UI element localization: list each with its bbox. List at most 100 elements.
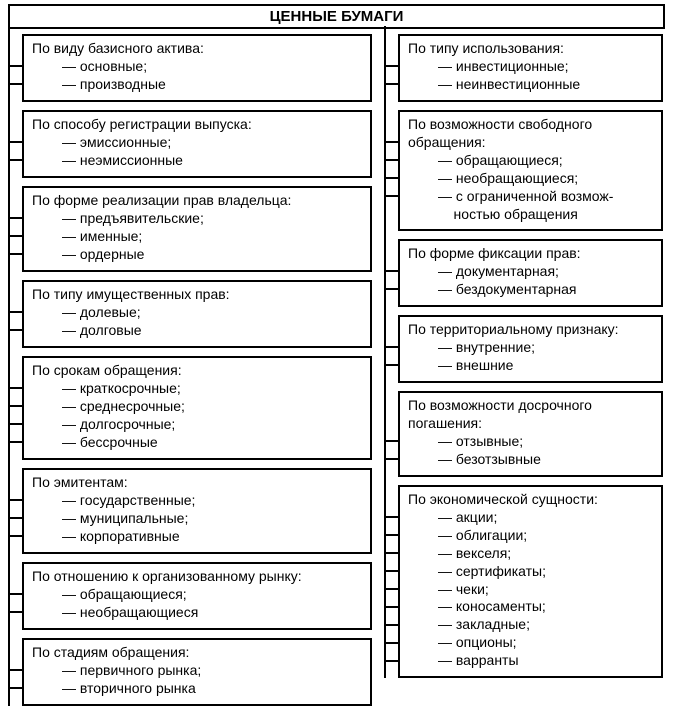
- right-block-1-item-2: — с ограниченной возмож-: [408, 188, 653, 206]
- right-block-0-header: По типу использования:: [408, 40, 653, 58]
- right-block-2-item-1: — бездокументарная: [408, 281, 653, 299]
- left-conn-2-0: [8, 217, 22, 219]
- left-block-4: По срокам обращения:— краткосрочные;— ср…: [22, 356, 372, 460]
- right-block-5-item-3: — сертификаты;: [408, 563, 653, 581]
- right-conn-5-2: [384, 552, 398, 554]
- right-conn-5-1: [384, 534, 398, 536]
- right-block-1: По возможности свободного обращения:— об…: [398, 110, 663, 231]
- right-block-2: По форме фиксации прав:— документарная;—…: [398, 239, 663, 307]
- right-block-3-header: По территориальному признаку:: [408, 321, 653, 339]
- right-block-4: По возможности досрочного погашения:— от…: [398, 391, 663, 477]
- left-conn-7-0: [8, 669, 22, 671]
- right-block-4-item-1: — безотзывные: [408, 451, 653, 469]
- right-block-0-item-1: — неинвестиционные: [408, 76, 653, 94]
- right-conn-5-0: [384, 516, 398, 518]
- left-conn-5-0: [8, 499, 22, 501]
- left-conn-3-1: [8, 329, 22, 331]
- left-block-3-item-0: — долевые;: [32, 304, 362, 322]
- left-conn-6-1: [8, 611, 22, 613]
- left-conn-3-0: [8, 311, 22, 313]
- left-block-6-header: По отношению к организованному рынку:: [32, 568, 362, 586]
- left-block-0-header: По виду базисного актива:: [32, 40, 362, 58]
- left-block-2-item-2: — ордерные: [32, 246, 362, 264]
- left-conn-4-2: [8, 423, 22, 425]
- left-block-6: По отношению к организованному рынку:— о…: [22, 562, 372, 630]
- right-block-1-item-0: — обращающиеся;: [408, 152, 653, 170]
- right-conn-5-6: [384, 624, 398, 626]
- right-conn-3-1: [384, 364, 398, 366]
- left-conn-2-1: [8, 235, 22, 237]
- right-conn-1-1: [384, 159, 398, 161]
- left-conn-1-1: [8, 159, 22, 161]
- left-conn-4-3: [8, 441, 22, 443]
- right-conn-5-4: [384, 588, 398, 590]
- right-conn-1-2: [384, 177, 398, 179]
- left-block-3-header: По типу имущественных прав:: [32, 286, 362, 304]
- left-block-2-header: По форме реализации прав владельца:: [32, 192, 362, 210]
- left-block-0-item-0: — основные;: [32, 58, 362, 76]
- left-block-5-item-2: — корпоративные: [32, 528, 362, 546]
- left-block-7-header: По стадиям обращения:: [32, 644, 362, 662]
- left-block-3: По типу имущественных прав:— долевые;— д…: [22, 280, 372, 348]
- left-block-1: По способу регистрации выпуска:— эмиссио…: [22, 110, 372, 178]
- right-conn-2-0: [384, 270, 398, 272]
- spine-right: [384, 26, 386, 678]
- right-block-2-header: По форме фиксации прав:: [408, 245, 653, 263]
- right-conn-1-3: [384, 195, 398, 197]
- left-conn-4-0: [8, 387, 22, 389]
- left-block-7-item-1: — вторичного рынка: [32, 680, 362, 698]
- left-block-1-item-0: — эмиссионные;: [32, 134, 362, 152]
- right-conn-5-3: [384, 570, 398, 572]
- right-block-5: По экономической сущности:— акции;— обли…: [398, 485, 663, 678]
- left-block-0-item-1: — производные: [32, 76, 362, 94]
- left-block-4-item-3: — бессрочные: [32, 434, 362, 452]
- left-block-7-item-0: — первичного рынка;: [32, 662, 362, 680]
- right-conn-3-0: [384, 346, 398, 348]
- left-block-1-item-1: — неэмиссионные: [32, 152, 362, 170]
- left-block-4-header: По срокам обращения:: [32, 362, 362, 380]
- right-block-5-item-8: — варранты: [408, 652, 653, 670]
- left-conn-7-1: [8, 687, 22, 689]
- left-block-4-item-0: — краткосрочные;: [32, 380, 362, 398]
- left-block-0: По виду базисного актива:— основные;— пр…: [22, 34, 372, 102]
- right-block-2-item-0: — документарная;: [408, 263, 653, 281]
- right-block-5-item-1: — облигации;: [408, 527, 653, 545]
- left-conn-5-2: [8, 535, 22, 537]
- left-block-6-item-0: — обращающиеся;: [32, 586, 362, 604]
- right-block-3-item-0: — внутренние;: [408, 339, 653, 357]
- left-conn-2-2: [8, 253, 22, 255]
- left-block-1-header: По способу регистрации выпуска:: [32, 116, 362, 134]
- right-conn-5-8: [384, 660, 398, 662]
- right-conn-0-1: [384, 83, 398, 85]
- right-block-3-item-1: — внешние: [408, 357, 653, 375]
- right-conn-5-5: [384, 606, 398, 608]
- right-block-3: По территориальному признаку:— внутренни…: [398, 315, 663, 383]
- left-block-6-item-1: — необращающиеся: [32, 604, 362, 622]
- left-block-5-item-1: — муниципальные;: [32, 510, 362, 528]
- right-block-5-item-6: — закладные;: [408, 616, 653, 634]
- right-conn-5-7: [384, 642, 398, 644]
- right-block-0: По типу использования:— инвестиционные;—…: [398, 34, 663, 102]
- left-block-4-item-2: — долгосрочные;: [32, 416, 362, 434]
- right-block-5-item-4: — чеки;: [408, 581, 653, 599]
- right-block-5-item-0: — акции;: [408, 509, 653, 527]
- diagram-title: ЦЕННЫЕ БУМАГИ: [8, 4, 665, 29]
- left-conn-0-0: [8, 65, 22, 67]
- left-block-3-item-1: — долговые: [32, 322, 362, 340]
- left-block-7: По стадиям обращения:— первичного рынка;…: [22, 638, 372, 706]
- right-block-5-item-7: — опционы;: [408, 634, 653, 652]
- right-block-4-header: По возможности досрочного погашения:: [408, 397, 653, 433]
- left-block-2-item-1: — именные;: [32, 228, 362, 246]
- left-conn-5-1: [8, 517, 22, 519]
- left-block-5-item-0: — государственные;: [32, 492, 362, 510]
- right-block-1-header: По возможности свободного обращения:: [408, 116, 653, 152]
- left-block-5: По эмитентам:— государственные;— муницип…: [22, 468, 372, 554]
- right-block-5-item-5: — коносаменты;: [408, 598, 653, 616]
- right-block-1-item-3: ностью обращения: [408, 206, 653, 224]
- right-block-0-item-0: — инвестиционные;: [408, 58, 653, 76]
- left-block-2: По форме реализации прав владельца:— пре…: [22, 186, 372, 272]
- left-conn-6-0: [8, 593, 22, 595]
- right-block-5-header: По экономической сущности:: [408, 491, 653, 509]
- right-conn-1-0: [384, 141, 398, 143]
- left-conn-0-1: [8, 83, 22, 85]
